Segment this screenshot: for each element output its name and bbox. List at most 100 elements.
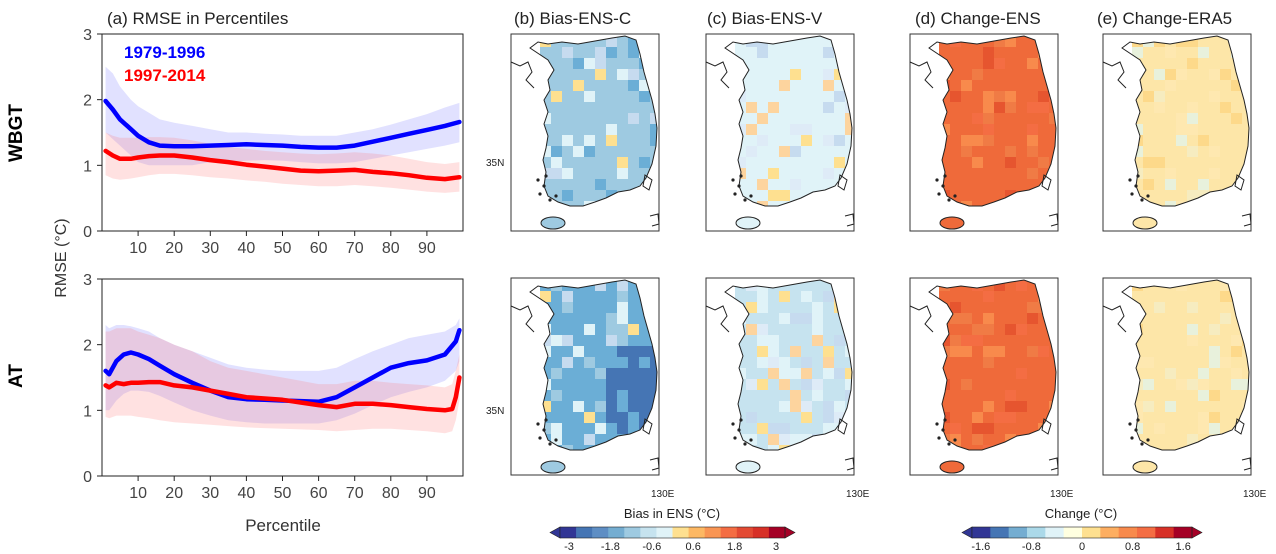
- map-cell: [551, 80, 562, 91]
- map-cell: [823, 113, 834, 124]
- map-cell: [1154, 201, 1165, 206]
- map-cell: [1187, 280, 1198, 291]
- map-cell: [628, 157, 639, 168]
- map-cell: [617, 412, 628, 423]
- map-cell: [1176, 80, 1187, 91]
- map-cell: [1005, 368, 1016, 379]
- map-cell: [1165, 390, 1176, 401]
- map-cell: [1154, 146, 1165, 157]
- map-cell: [551, 412, 562, 423]
- map-cell: [1187, 47, 1198, 58]
- map-cell: [617, 324, 628, 335]
- island-tsushima: [837, 174, 848, 191]
- island-dot: [943, 174, 947, 178]
- map-cell: [1176, 113, 1187, 124]
- map-cell: [1016, 47, 1027, 58]
- map-cell: [628, 69, 639, 80]
- map-cell: [595, 379, 606, 390]
- map-cell: [1187, 102, 1198, 113]
- map-cell: [606, 423, 617, 434]
- map-cell: [768, 434, 779, 445]
- map-cell: [540, 401, 551, 412]
- map-cell: [595, 146, 606, 157]
- map-cell: [595, 91, 606, 102]
- map-cell: [1027, 168, 1038, 179]
- map-cell: [617, 146, 628, 157]
- map-cell: [994, 302, 1005, 313]
- map-cell: [584, 291, 595, 302]
- map-cell: [606, 401, 617, 412]
- map-cell: [1165, 445, 1176, 450]
- x-tick-label: 10: [129, 240, 147, 257]
- map-cell: [584, 401, 595, 412]
- map-cell: [961, 190, 972, 201]
- map-cell: [757, 69, 768, 80]
- map-cell: [1143, 157, 1154, 168]
- map-cell: [1176, 58, 1187, 69]
- map-cell: [606, 157, 617, 168]
- map-cell: [1198, 58, 1209, 69]
- map-cell: [768, 80, 779, 91]
- map-cell: [983, 102, 994, 113]
- map-cell: [1231, 102, 1242, 113]
- map-cell: [972, 368, 983, 379]
- map-cell: [801, 291, 812, 302]
- map-cell: [1005, 346, 1016, 357]
- map-cell: [606, 91, 617, 102]
- map-cell: [1016, 135, 1027, 146]
- map-cell: [617, 401, 628, 412]
- island-dot: [554, 438, 558, 442]
- legend-entry-1997-2014: 1997-2014: [124, 66, 206, 85]
- map-cell: [1198, 146, 1209, 157]
- map-cell: [1220, 313, 1231, 324]
- map-cell: [779, 423, 790, 434]
- change-swatch: [990, 527, 1010, 538]
- map-cell: [1187, 390, 1198, 401]
- map-cell: [617, 135, 628, 146]
- bias-swatch: [720, 527, 738, 538]
- map-cell: [1198, 280, 1209, 291]
- map-cell: [1143, 58, 1154, 69]
- map-cell: [639, 368, 650, 379]
- map-cell: [1176, 91, 1187, 102]
- island-dot: [1128, 178, 1132, 182]
- x-tick-label: 20: [165, 485, 183, 502]
- map-cell: [961, 102, 972, 113]
- map-cell: [823, 379, 834, 390]
- island-dot: [731, 422, 735, 426]
- bias-swatch: [560, 527, 577, 538]
- map-cell: [1027, 80, 1038, 91]
- map-cell: [779, 302, 790, 313]
- map-cell: [1220, 324, 1231, 335]
- map-cell: [768, 102, 779, 113]
- lon-label-d: 130E: [1050, 489, 1074, 500]
- map-cell: [768, 445, 779, 450]
- map-cell: [757, 368, 768, 379]
- map-cell: [950, 102, 961, 113]
- map-cell: [573, 124, 584, 135]
- map-cell: [628, 335, 639, 346]
- map-cell: [823, 335, 834, 346]
- map-cell: [1143, 390, 1154, 401]
- map-cell: [1038, 379, 1049, 390]
- map-cell: [983, 302, 994, 313]
- island-tsushima: [1041, 174, 1052, 191]
- map-cell: [790, 80, 801, 91]
- map-cell: [961, 58, 972, 69]
- map-cell: [779, 291, 790, 302]
- series-line-1997-2014: [103, 375, 462, 413]
- map-cell: [1132, 291, 1143, 302]
- map-cell: [1016, 91, 1027, 102]
- map-cell: [1209, 69, 1220, 80]
- map-cell: [1242, 135, 1249, 146]
- map-cell: [1165, 168, 1176, 179]
- coastline: [1121, 279, 1250, 451]
- map-cell: [757, 423, 768, 434]
- map-cell: [779, 346, 790, 357]
- map-cell: [790, 280, 801, 291]
- map-cell: [1198, 401, 1209, 412]
- island-dot: [538, 192, 542, 196]
- map-cell: [1005, 401, 1016, 412]
- map-cell: [562, 390, 573, 401]
